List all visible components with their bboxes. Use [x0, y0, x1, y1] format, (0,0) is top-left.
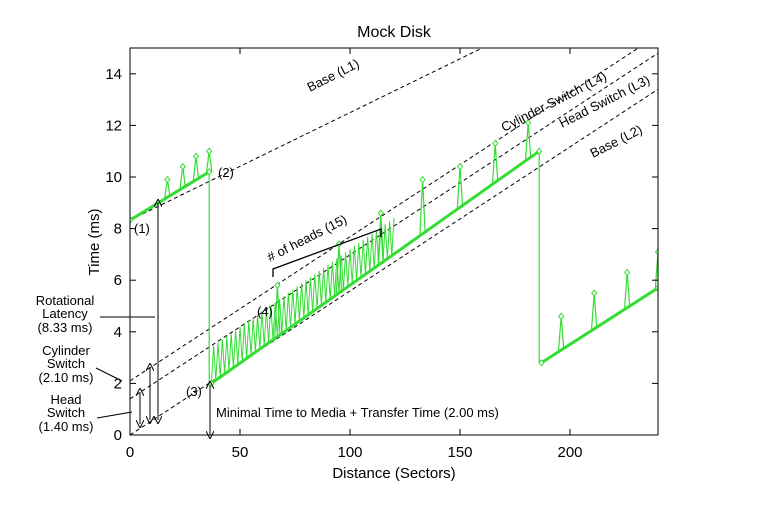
label-cyl-3: (2.10 ms): [39, 370, 94, 385]
head-switch-ripple: [210, 217, 395, 384]
spike-point: [492, 139, 499, 148]
spike-point: [377, 209, 384, 217]
x-tick-label: 0: [126, 444, 134, 461]
label-base-l2: Base (L2): [588, 122, 645, 161]
spike-point: [164, 175, 171, 184]
chart-title: Mock Disk: [357, 24, 432, 41]
spike-point: [419, 175, 426, 184]
plot-frame: [129, 47, 659, 436]
x-tick-label: 100: [337, 444, 362, 461]
annotation-3: (3): [186, 384, 202, 399]
y-tick-label: 4: [114, 324, 122, 341]
x-tick-label: 150: [447, 444, 472, 461]
label-head-2: Switch: [47, 405, 85, 420]
spike-line: [524, 122, 532, 160]
baseline-segment: [210, 149, 541, 385]
segment-point: [536, 147, 543, 155]
spike-point: [179, 162, 186, 171]
label-base-l1: Base (L1): [305, 56, 362, 95]
y-tick-label: 10: [105, 169, 122, 186]
baseline-segment: [540, 286, 658, 365]
label-head-1: Head: [50, 392, 81, 407]
segment-point: [538, 358, 545, 367]
reference-line: [130, 48, 640, 382]
spike-line: [456, 166, 464, 208]
annotation-2: (2): [218, 165, 234, 180]
label-cyl-1: Cylinder: [42, 343, 90, 358]
spike-line: [590, 293, 598, 329]
segment-point: [130, 216, 134, 224]
x-tick-label: 200: [557, 444, 582, 461]
label-rot-2: Latency: [42, 306, 88, 321]
annotation-1: (1): [134, 221, 150, 236]
spike-point: [558, 312, 565, 321]
label-rot-3: (8.33 ms): [38, 320, 93, 335]
y-tick-label: 6: [114, 272, 122, 289]
spike-line: [491, 143, 499, 183]
y-tick-label: 12: [105, 117, 122, 134]
spike-point: [525, 119, 532, 127]
x-axis-label: Distance (Sectors): [332, 465, 455, 482]
spike-line: [623, 272, 631, 308]
y-tick-label: 0: [114, 427, 122, 444]
y-axis-label: Time (ms): [86, 209, 103, 276]
spike-point: [456, 162, 464, 171]
cyl-switch-leader: [95, 367, 123, 382]
spike-line: [377, 213, 385, 264]
annotation-4: (4): [257, 304, 273, 319]
spike-point: [192, 152, 200, 161]
heads-bracket: [272, 228, 382, 277]
spike-point: [591, 289, 598, 297]
data-series: [130, 119, 658, 388]
label-head-3: (1.40 ms): [39, 419, 94, 434]
y-tick-label: 2: [114, 375, 122, 392]
x-tick-label: 50: [232, 444, 249, 461]
spike-point: [274, 281, 281, 290]
axes: 0 50 100 150 200 0 2 4 6 8 10 12 14: [105, 47, 659, 461]
segment-point: [654, 284, 658, 292]
spike-point: [654, 248, 658, 256]
head-switch-leader: [96, 411, 133, 419]
label-rot-1: Rotational: [36, 293, 95, 308]
segment-point: [206, 168, 213, 176]
y-tick-label: 14: [105, 66, 122, 83]
label-cyl-2: Switch: [47, 356, 85, 371]
y-tick-label: 8: [114, 221, 122, 238]
spike-line: [654, 251, 658, 288]
spike-point: [624, 268, 631, 277]
spike-point: [206, 147, 213, 155]
label-min-time: Minimal Time to Media + Transfer Time (2…: [216, 405, 499, 420]
spike-line: [557, 316, 565, 351]
